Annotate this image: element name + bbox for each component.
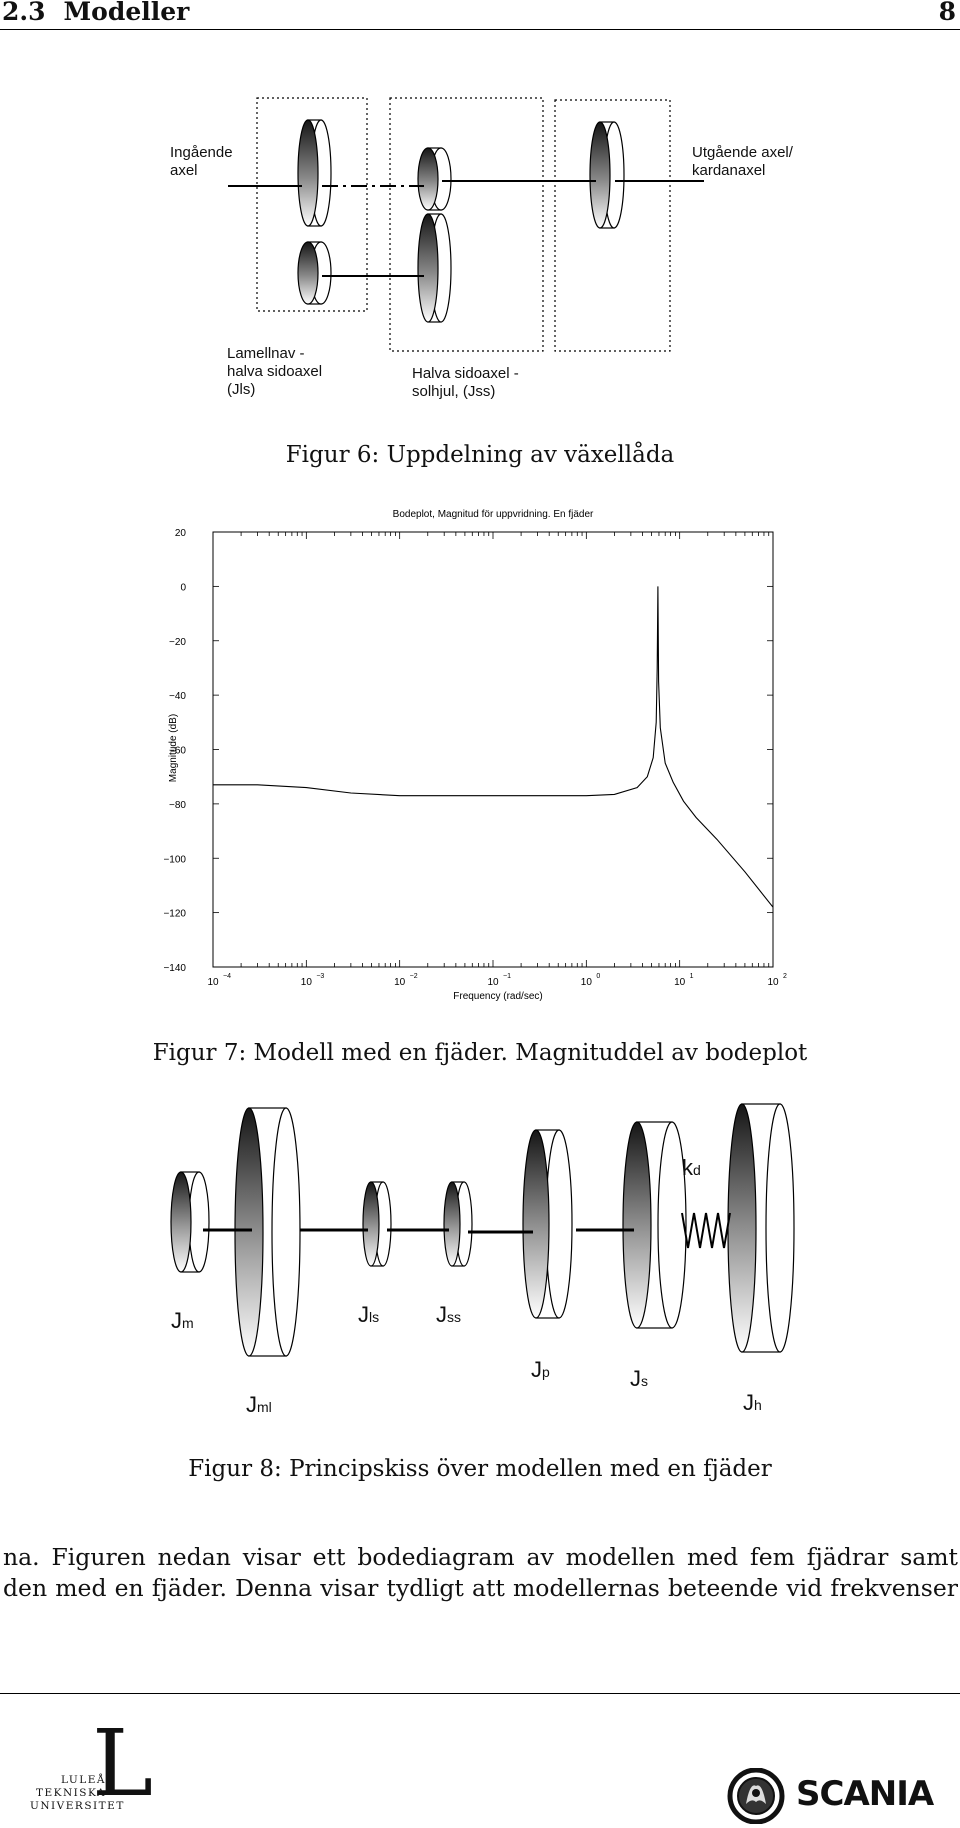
halva-sidoaxel-label: Halva sidoaxel - [412, 365, 519, 382]
y-axis-label: Magnitude (dB) [168, 714, 179, 782]
page-header: 2.3 Modeller 8 [0, 0, 960, 30]
footer-rule [0, 1693, 960, 1694]
x-tick-exponent: −2 [410, 973, 418, 980]
body-line-2: den med en fjäder. Denna visar tydligt a… [3, 1574, 958, 1602]
ltu-logo-mark: L [92, 1710, 154, 1817]
figure-6-gearbox-diagram: Ingående axel Utgående axel/ kardanaxel … [170, 97, 794, 400]
y-tick-label: 20 [175, 528, 187, 539]
lamellnav-label-3: (Jls) [227, 381, 255, 398]
x-tick-label: 10 [394, 977, 406, 988]
output-axle-label-2: kardanaxel [692, 162, 765, 179]
scania-wordmark: SCANIA [796, 1774, 934, 1814]
label-js: Js [630, 1366, 648, 1391]
x-tick-exponent: −1 [503, 973, 511, 980]
x-tick-label: 10 [767, 977, 779, 988]
ltu-logo-line-1: LULEÅ [61, 1774, 106, 1786]
ltu-logo-line-3: UNIVERSITET [30, 1800, 125, 1812]
magnitude-series-line [213, 586, 774, 908]
page-number: 8 [938, 0, 956, 26]
label-jml: Jml [246, 1392, 272, 1417]
x-tick-exponent: 0 [596, 973, 600, 980]
lamellnav-label-2: halva sidoaxel [227, 363, 322, 380]
ltu-logo: LULEÅ TEKNISKA UNIVERSITET L [30, 1718, 153, 1816]
label-jm: Jm [171, 1308, 194, 1333]
plot-frame [212, 531, 774, 968]
x-tick-exponent: 2 [783, 973, 787, 980]
x-tick-label: 10 [207, 977, 219, 988]
disc-output [589, 121, 625, 229]
section-title: Modeller [63, 0, 190, 26]
x-tick-exponent: 1 [690, 973, 694, 980]
y-tick-label: −60 [169, 746, 186, 757]
halva-sidoaxel-label-2: solhjul, (Jss) [412, 383, 495, 400]
group-box-2 [389, 97, 544, 352]
y-tick-label: −100 [163, 854, 186, 865]
x-tick-label: 10 [487, 977, 499, 988]
figure-7-bode-chart: Bodeplot, Magnitud för uppvridning. En f… [163, 509, 787, 1002]
y-tick-label: −120 [163, 909, 186, 920]
label-jp: Jp [531, 1357, 550, 1382]
figure-7-caption: Figur 7: Modell med en fjäder. Magnitudd… [152, 1040, 808, 1066]
x-tick-marks [212, 532, 770, 967]
section-number: 2.3 [2, 0, 46, 26]
disc-jls [362, 1181, 392, 1267]
x-tick-exponent: −3 [316, 973, 324, 980]
disc-jss [443, 1181, 473, 1267]
label-jss: Jss [436, 1302, 461, 1327]
header-rule [0, 29, 960, 30]
disc-js [622, 1121, 687, 1329]
y-tick-label: −140 [163, 963, 186, 974]
y-tick-label: 0 [180, 582, 186, 593]
label-jls: Jls [358, 1302, 379, 1327]
disc-jml [234, 1107, 301, 1357]
y-tick-label: −80 [169, 800, 186, 811]
y-tick-label: −40 [169, 691, 186, 702]
disc-input-large [297, 119, 332, 227]
scania-logo: SCANIA [720, 1767, 956, 1825]
chart-title: Bodeplot, Magnitud för uppvridning. En f… [393, 509, 594, 520]
disc-jp [522, 1129, 573, 1319]
disc-middle-large [417, 213, 452, 323]
x-tick-label: 10 [301, 977, 313, 988]
group-box-3 [554, 99, 671, 352]
figure-6-caption: Figur 6: Uppdelning av växellåda [285, 442, 675, 468]
disc-middle-small [417, 147, 452, 211]
disc-jm [170, 1171, 210, 1273]
spring-kd [681, 1212, 731, 1249]
body-paragraph: na. Figuren nedan visar ett bodediagram … [3, 1542, 958, 1604]
label-jh: Jh [743, 1390, 762, 1415]
x-tick-label: 10 [581, 977, 593, 988]
y-tick-label: −20 [169, 637, 186, 648]
ltu-logo-line-2: TEKNISKA [35, 1787, 106, 1799]
lamellnav-label: Lamellnav - [227, 345, 305, 362]
figure-8-caption: Figur 8: Principskiss över modellen med … [188, 1456, 772, 1482]
disc-input-small [297, 241, 332, 305]
x-tick-label: 10 [674, 977, 686, 988]
x-axis-label: Frequency (rad/sec) [453, 991, 542, 1002]
input-axle-label: Ingående [170, 144, 233, 161]
figure-8-principle-sketch: Jm Jml Jls Jss Jp Js Jh kd [170, 1103, 795, 1417]
output-axle-label: Utgående axel/ [692, 144, 794, 161]
y-tick-labels: 20 0 −20 −40 −60 −80 −100 −120 −140 [163, 528, 186, 974]
y-tick-marks [213, 531, 773, 968]
section-heading: 2.3 Modeller [2, 0, 189, 26]
scania-emblem-icon [727, 1767, 785, 1825]
group-box-1 [256, 97, 368, 312]
disc-jh [727, 1103, 795, 1353]
label-kd: kd [682, 1155, 701, 1180]
input-axle-label-2: axel [170, 162, 198, 179]
body-line-1: na. Figuren nedan visar ett bodediagram … [3, 1543, 958, 1571]
x-tick-exponent: −4 [223, 973, 231, 980]
